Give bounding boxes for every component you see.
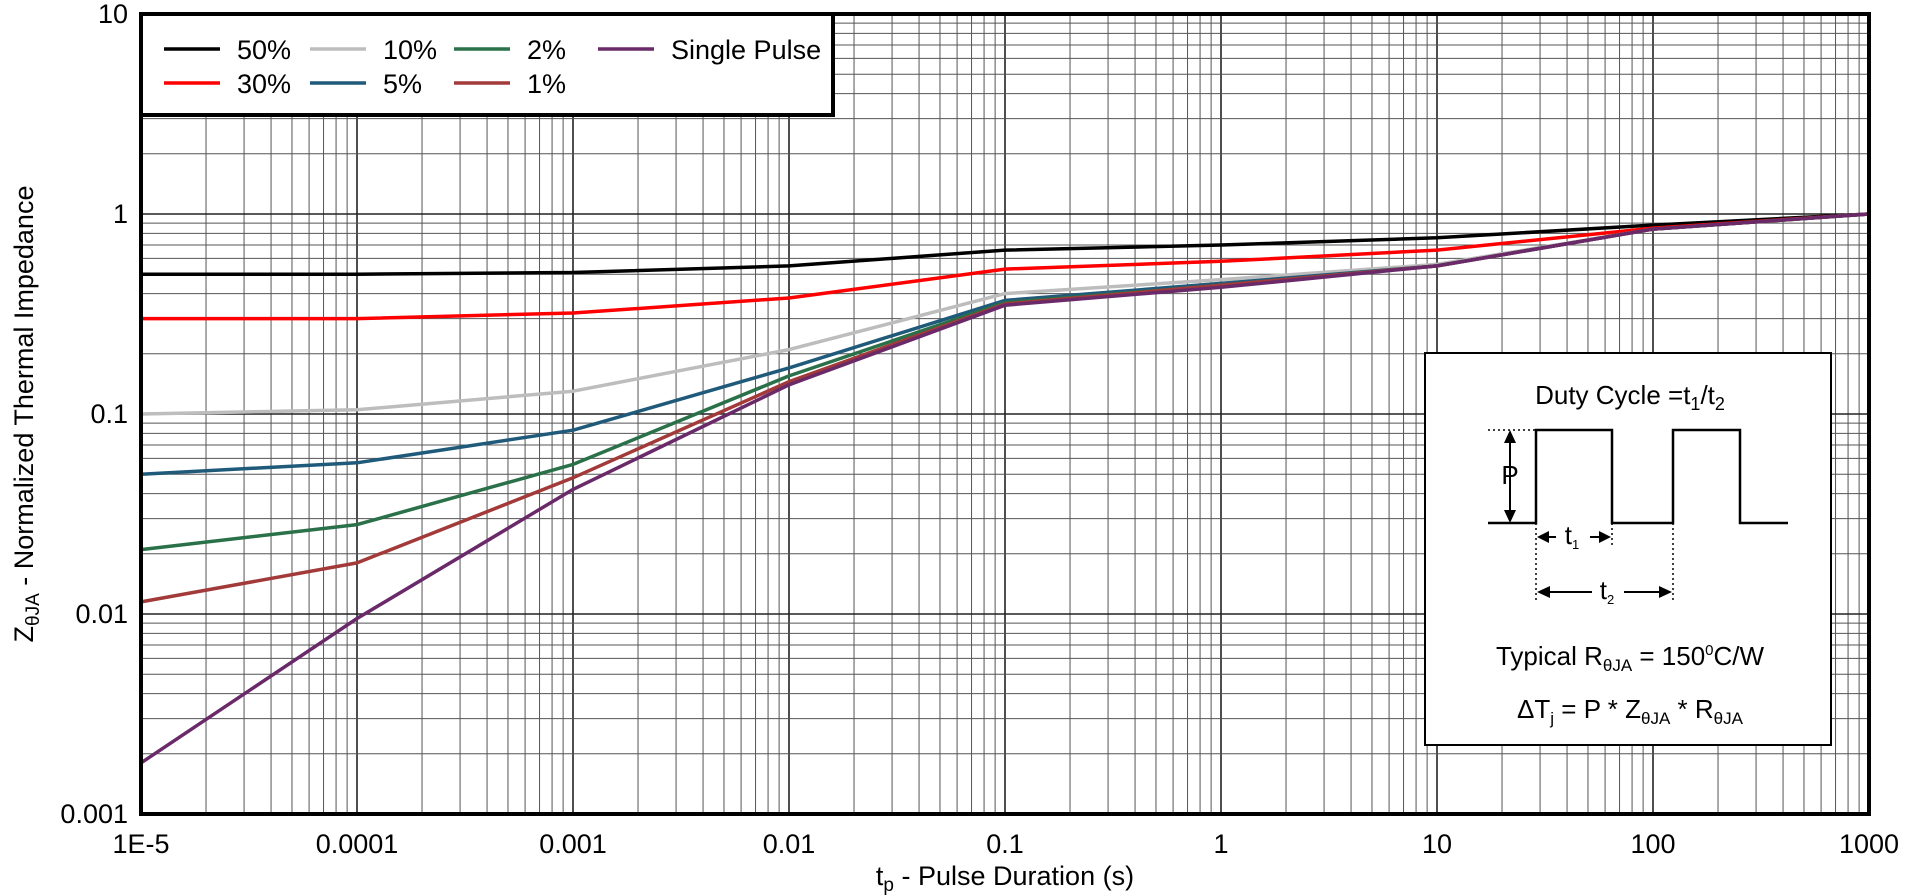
- legend-label: 30%: [237, 69, 291, 99]
- duty-cycle-inset: Duty Cycle =t1/t2 P t1 t2 Typical RθJA =…: [1424, 352, 1832, 746]
- legend-label: 5%: [383, 69, 422, 99]
- legend: 50% 30% 10% 5% 2% 1% Single Pulse: [139, 12, 835, 117]
- x-tick-label: 1E-5: [112, 829, 169, 859]
- t1-label: t1: [1565, 520, 1579, 552]
- tick-labels: 1E-5 0.0001 0.001 0.01 0.1 1 10 100 1000 0.001 0.0…: [60, 0, 1899, 859]
- y-axis-label: ZθJA - Normalized Thermal Impedance: [9, 186, 44, 643]
- series-lines: [140, 212, 1870, 765]
- p-label: P: [1501, 460, 1518, 490]
- series-line-single-pulse: [140, 212, 1870, 765]
- y-tick-label: 0.001: [60, 799, 128, 829]
- legend-label: 1%: [527, 69, 566, 99]
- y-tick-label: 1: [113, 199, 128, 229]
- x-tick-label: 1000: [1839, 829, 1899, 859]
- t2-label: t2: [1600, 575, 1614, 607]
- y-tick-label: 0.01: [75, 599, 128, 629]
- inset-box: [1424, 352, 1832, 746]
- legend-label: 10%: [383, 35, 437, 65]
- x-tick-label: 1: [1213, 829, 1228, 859]
- plot-frame: [139, 12, 1871, 816]
- series-line-30-: [141, 212, 1870, 321]
- legend-label: Single Pulse: [671, 35, 821, 65]
- legend-label: 2%: [527, 35, 566, 65]
- x-tick-label: 0.1: [986, 829, 1024, 859]
- x-tick-label: 0.01: [763, 829, 816, 859]
- legend-label: 50%: [237, 35, 291, 65]
- series-line-50-: [141, 212, 1870, 276]
- x-tick-label: 0.0001: [316, 829, 399, 859]
- x-axis-label: tp - Pulse Duration (s): [876, 861, 1134, 895]
- pulse-waveform-diagram: [1488, 428, 1788, 600]
- y-tick-label: 10: [98, 0, 128, 29]
- x-tick-label: 10: [1422, 829, 1452, 859]
- legend-box: [139, 12, 835, 117]
- duty-cycle-label: Duty Cycle =t1/t2: [1535, 380, 1725, 414]
- x-tick-label: 100: [1630, 829, 1675, 859]
- typical-rthja-label: Typical RθJA = 1500C/W: [1496, 641, 1765, 675]
- y-tick-label: 0.1: [90, 399, 128, 429]
- x-tick-label: 0.001: [539, 829, 607, 859]
- delta-tj-formula: ΔTj = P * ZθJA * RθJA: [1517, 694, 1744, 728]
